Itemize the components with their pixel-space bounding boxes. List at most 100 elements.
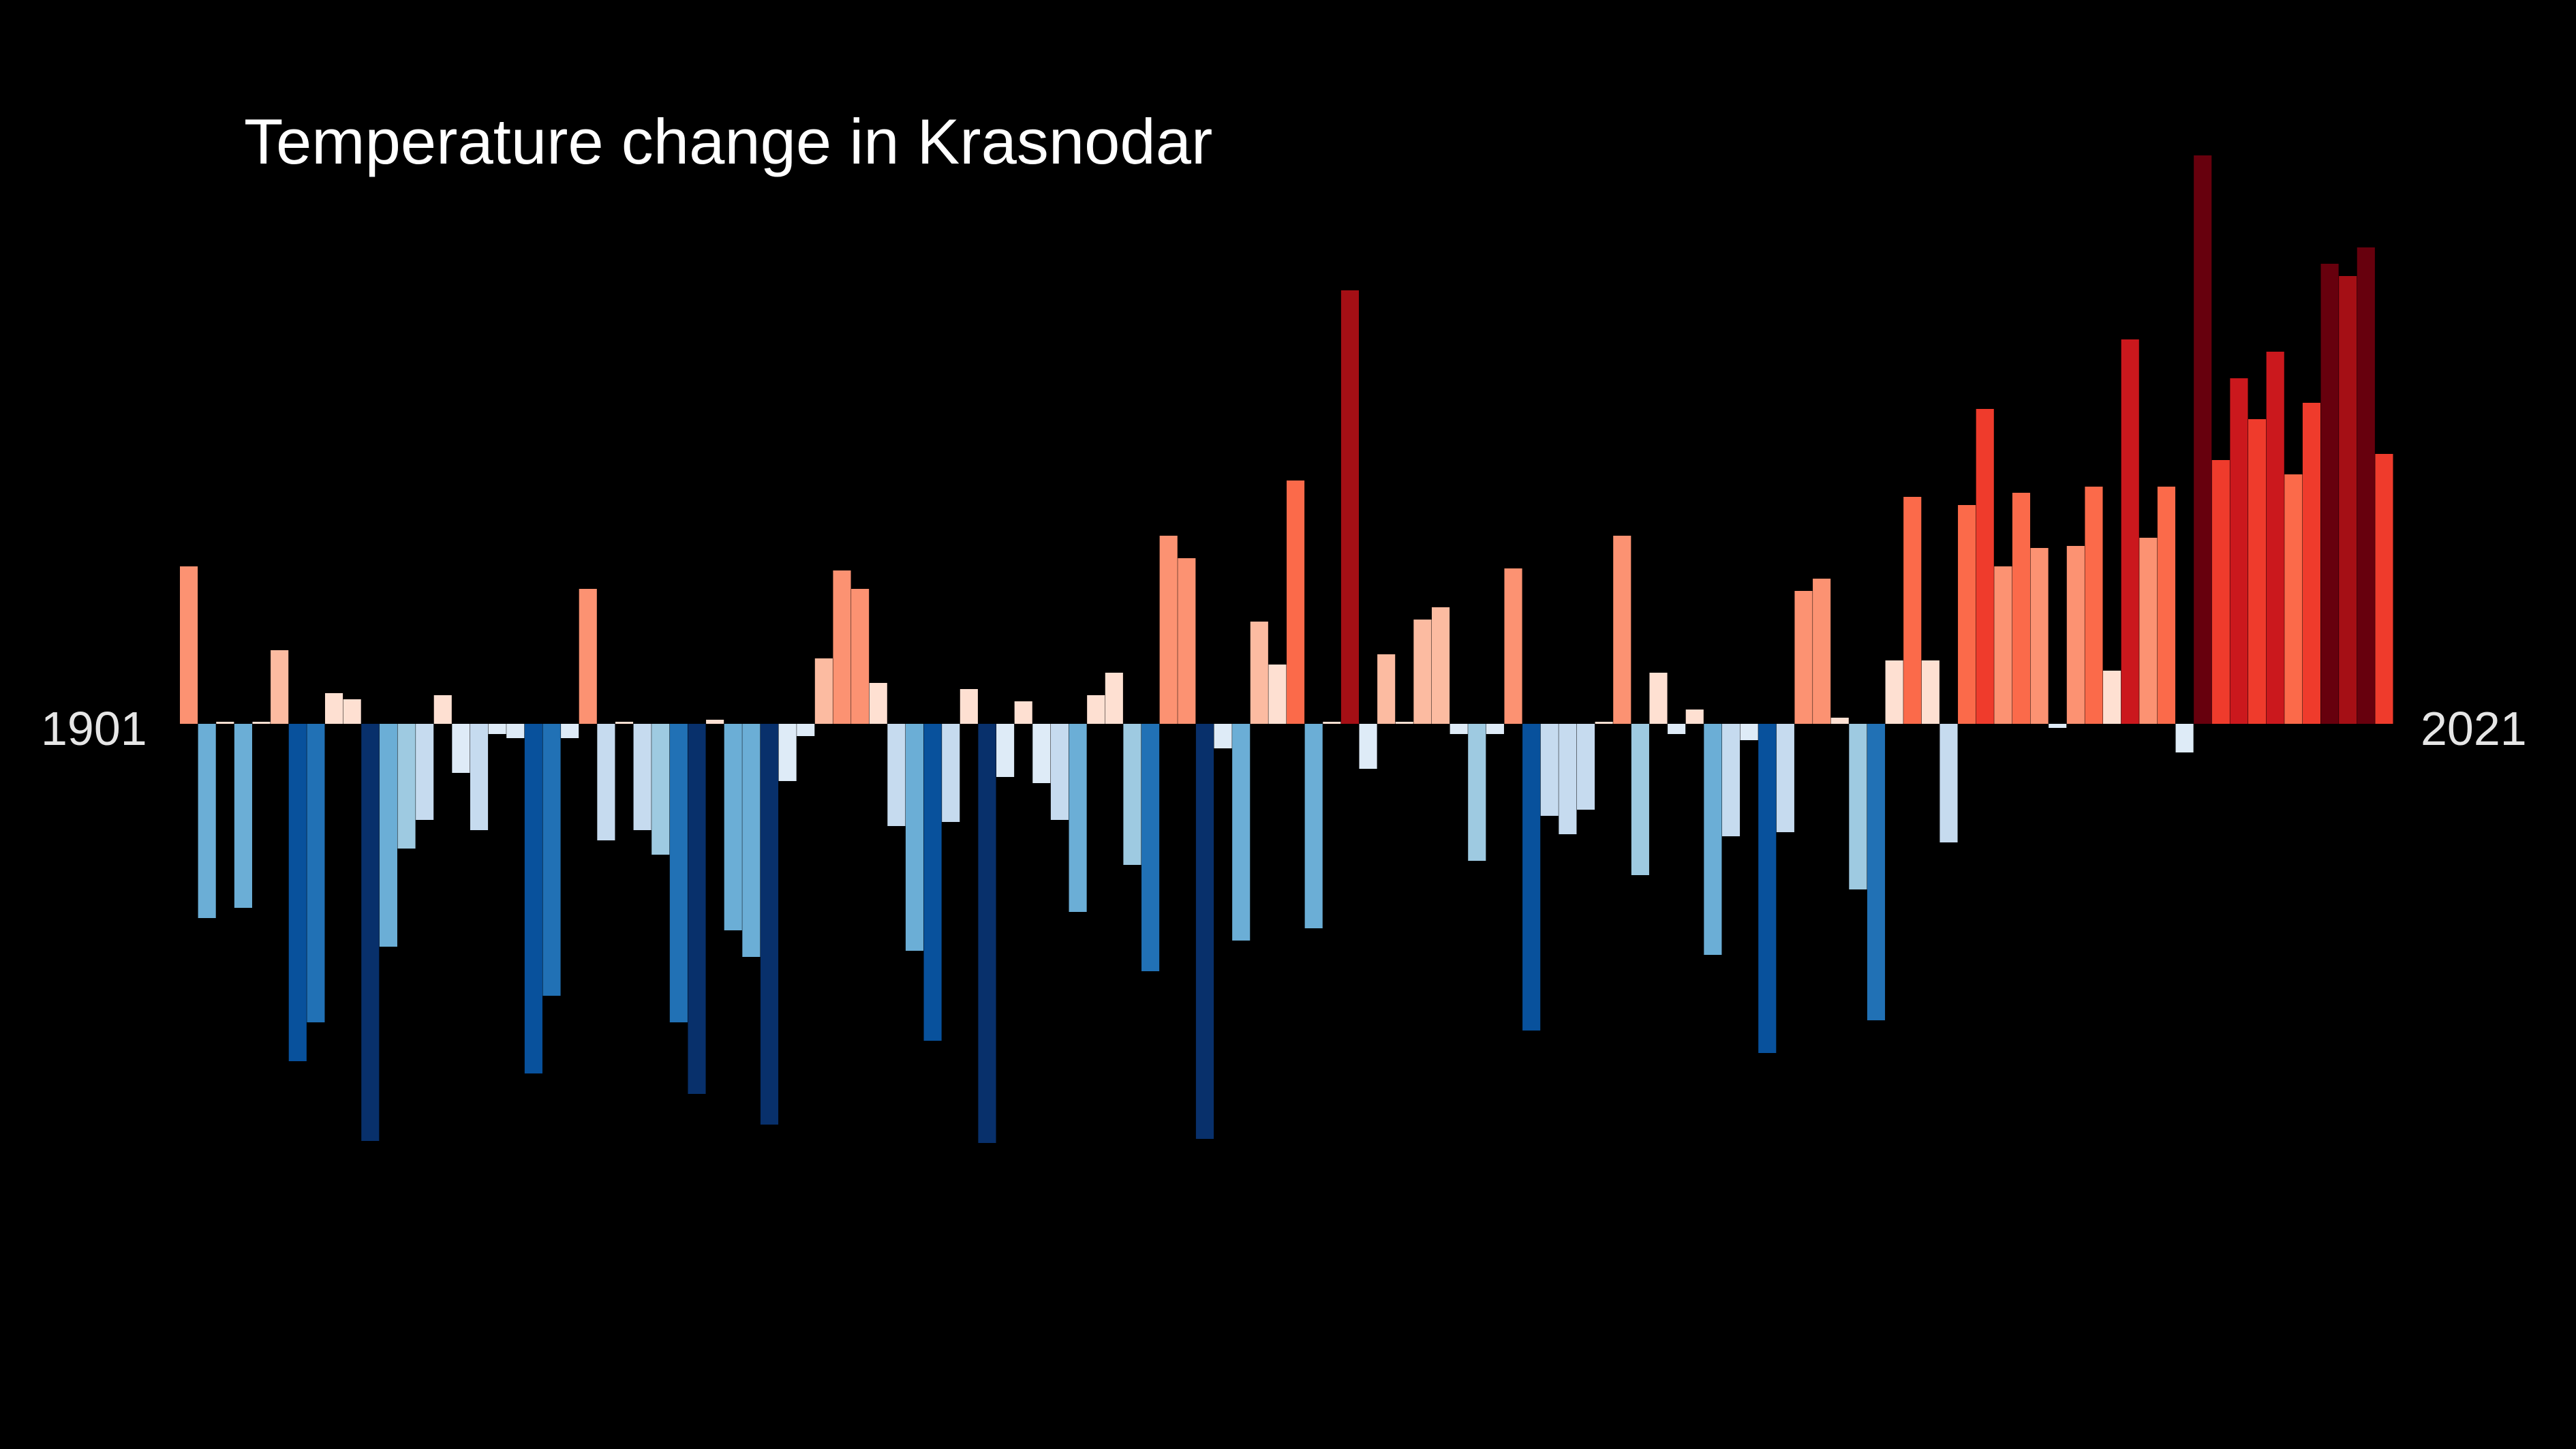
bar-1956 — [1178, 558, 1196, 724]
bar-1998 — [1939, 724, 1958, 842]
bar-1922 — [561, 724, 579, 738]
bar-undefined — [2375, 454, 2393, 724]
bar-1927 — [651, 724, 670, 855]
bar-1983 — [1668, 724, 1686, 734]
bar-1929 — [688, 724, 706, 1094]
bar-1985 — [1704, 724, 1722, 955]
bar-2017 — [2284, 474, 2303, 724]
bar-1966 — [1359, 724, 1377, 769]
bar-1914 — [416, 724, 434, 820]
bar-1958 — [1214, 724, 1232, 748]
bar-1991 — [1813, 579, 1831, 724]
bar-1923 — [579, 589, 597, 724]
bar-1957 — [1195, 724, 1214, 1139]
bar-1930 — [706, 720, 724, 724]
bar-1952 — [1105, 673, 1123, 724]
bar-1920 — [524, 724, 542, 1073]
bar-1934 — [778, 724, 797, 781]
bar-1965 — [1340, 290, 1359, 724]
bar-1937 — [833, 570, 851, 724]
bar-1906 — [271, 650, 289, 724]
bar-1994 — [1867, 724, 1886, 1020]
bar-1947 — [1014, 701, 1032, 724]
bar-2006 — [2085, 487, 2103, 724]
bar-1954 — [1141, 724, 1160, 971]
bar-1997 — [1921, 660, 1939, 724]
bar-1933 — [760, 724, 779, 1125]
bar-2008 — [2121, 339, 2139, 724]
bar-1973 — [1486, 724, 1504, 734]
bar-1935 — [797, 724, 815, 736]
bar-1924 — [597, 724, 615, 840]
bar-1919 — [506, 724, 525, 738]
bar-1987 — [1740, 724, 1758, 740]
bar-1915 — [433, 695, 452, 724]
bar-1993 — [1849, 724, 1867, 889]
bar-1988 — [1758, 724, 1777, 1053]
bar-1975 — [1522, 724, 1541, 1031]
bar-1999 — [1958, 505, 1976, 724]
bar-1982 — [1649, 673, 1668, 724]
bar-1953 — [1123, 724, 1141, 865]
bar-1963 — [1304, 724, 1323, 928]
bar-2010 — [2157, 487, 2176, 724]
bar-1967 — [1377, 654, 1396, 724]
bar-2011 — [2175, 724, 2194, 752]
bar-1972 — [1468, 724, 1486, 861]
bar-1904 — [234, 724, 252, 908]
bar-1989 — [1776, 724, 1794, 832]
bar-1976 — [1540, 724, 1559, 816]
bar-1980 — [1613, 536, 1631, 724]
bar-2015 — [2248, 419, 2267, 724]
bar-2007 — [2103, 671, 2121, 724]
chart-title: Temperature change in Krasnodar — [244, 106, 1212, 177]
bar-1921 — [542, 724, 561, 996]
end-year-label: 2021 — [2421, 702, 2527, 755]
bar-1962 — [1287, 481, 1305, 724]
bar-2001 — [1994, 566, 2012, 724]
bar-1951 — [1087, 695, 1105, 724]
bar-1926 — [633, 724, 651, 830]
bar-1903 — [216, 722, 234, 724]
bar-1955 — [1159, 536, 1178, 724]
bar-1964 — [1323, 722, 1341, 724]
bar-1977 — [1559, 724, 1577, 834]
bar-1909 — [324, 693, 343, 724]
bar-2002 — [2012, 493, 2031, 724]
bar-1960 — [1250, 622, 1268, 724]
bar-1939 — [869, 683, 887, 724]
bar-1936 — [814, 658, 833, 724]
bar-1908 — [307, 724, 325, 1022]
bar-1932 — [742, 724, 761, 957]
bar-2019 — [2320, 264, 2339, 724]
bar-1986 — [1721, 724, 1741, 836]
bar-1978 — [1576, 724, 1595, 810]
bar-1990 — [1794, 591, 1813, 724]
bar-2020 — [2339, 276, 2357, 724]
bar-1969 — [1413, 620, 1432, 724]
bar-1970 — [1431, 607, 1450, 724]
bar-1911 — [361, 724, 380, 1141]
bar-1984 — [1685, 710, 1704, 724]
bar-1950 — [1069, 724, 1087, 912]
bar-1946 — [996, 724, 1015, 777]
bar-1940 — [887, 724, 906, 826]
bar-2021 — [2357, 247, 2375, 724]
bar-1949 — [1050, 724, 1069, 820]
bar-1925 — [615, 722, 634, 724]
bar-1931 — [724, 724, 742, 930]
bar-1913 — [397, 724, 416, 849]
bar-1928 — [669, 724, 688, 1022]
bar-1918 — [488, 724, 506, 734]
bar-2004 — [2049, 724, 2067, 728]
bar-1992 — [1830, 718, 1849, 724]
bar-1905 — [252, 722, 271, 724]
bar-1910 — [343, 699, 361, 724]
bar-2014 — [2230, 378, 2248, 724]
bar-1995 — [1885, 660, 1903, 724]
bar-1907 — [288, 724, 307, 1061]
bar-1996 — [1903, 497, 1922, 724]
bar-1901 — [180, 566, 198, 724]
bar-1941 — [905, 724, 924, 951]
